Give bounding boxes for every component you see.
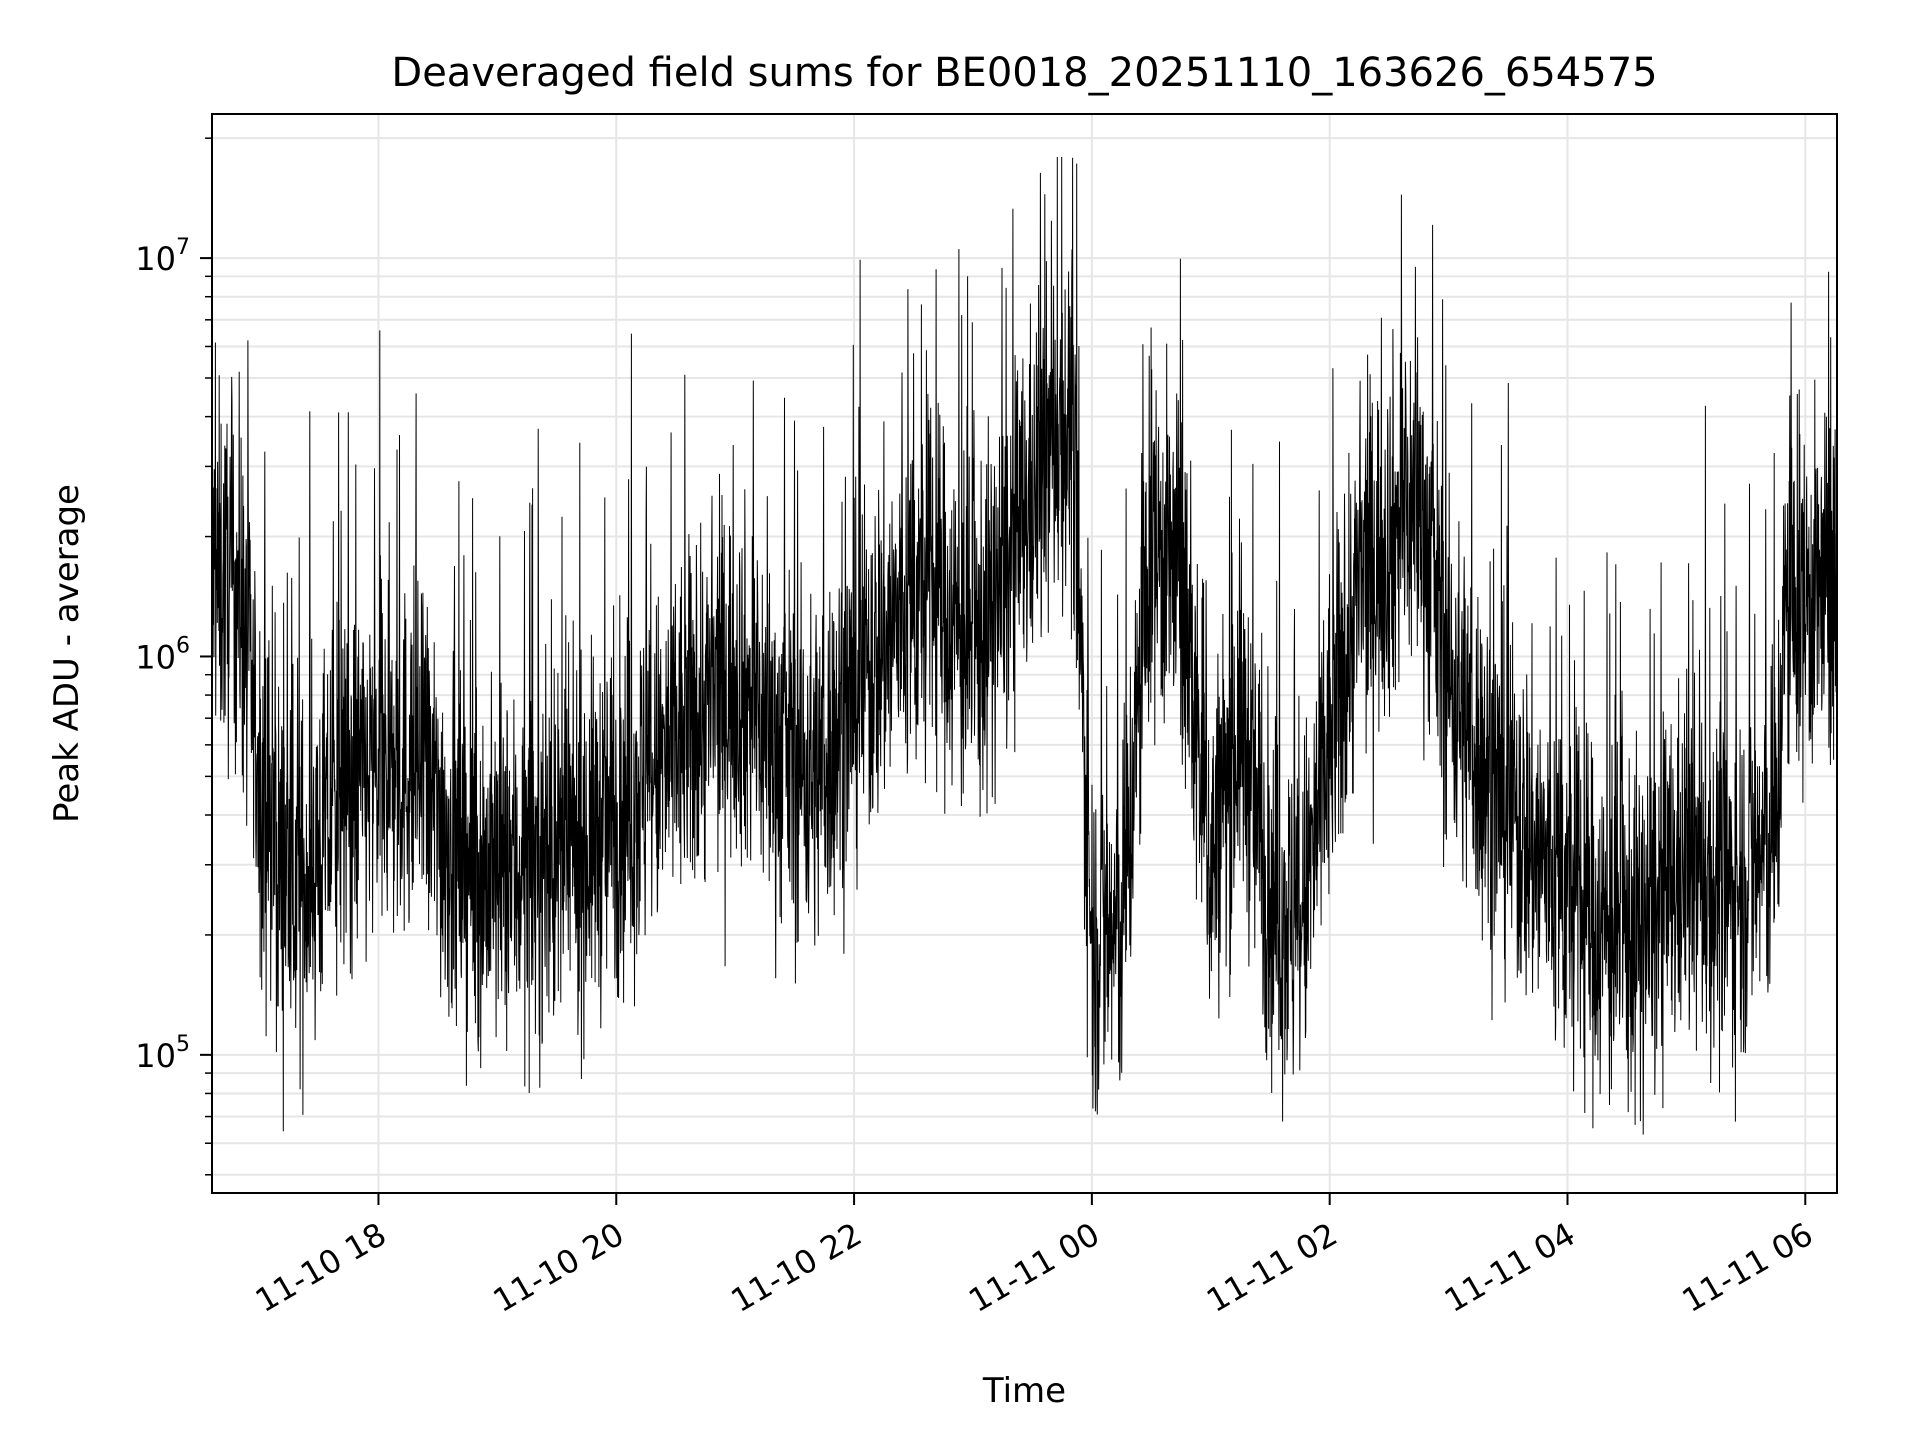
- y-axis: 105 106 107: [135, 137, 212, 1176]
- y-tick-label: 105: [135, 1032, 190, 1075]
- axes-frame: [211, 113, 1838, 1194]
- plot-area: [211, 156, 1838, 1135]
- y-axis-label: Peak ADU - average: [47, 484, 87, 823]
- chart-title: Deaveraged field sums for BE0018_2025111…: [391, 50, 1657, 96]
- x-axis-label: Time: [982, 1371, 1066, 1411]
- series-line: [211, 156, 1838, 1135]
- y-tick-label: 107: [135, 235, 190, 278]
- y-tick-label: 106: [135, 633, 190, 676]
